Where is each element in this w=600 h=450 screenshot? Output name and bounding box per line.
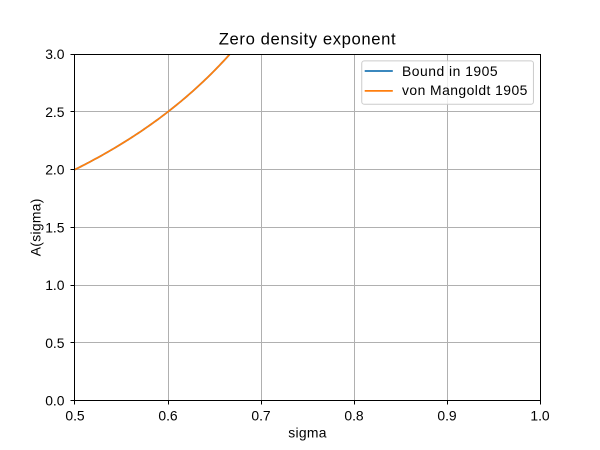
svg-text:Bound in 1905: Bound in 1905 [402, 63, 498, 79]
svg-text:0.0: 0.0 [45, 393, 65, 409]
svg-text:Zero density exponent: Zero density exponent [219, 30, 396, 49]
svg-text:von Mangoldt 1905: von Mangoldt 1905 [402, 82, 528, 98]
svg-text:3.0: 3.0 [45, 46, 65, 62]
svg-text:2.0: 2.0 [45, 162, 65, 178]
svg-text:1.5: 1.5 [45, 219, 65, 235]
svg-text:2.5: 2.5 [45, 104, 65, 120]
svg-text:1.0: 1.0 [530, 407, 550, 423]
svg-text:0.9: 0.9 [437, 407, 457, 423]
svg-text:0.8: 0.8 [344, 407, 364, 423]
svg-text:0.7: 0.7 [251, 407, 271, 423]
svg-text:1.0: 1.0 [45, 277, 65, 293]
svg-text:A(sigma): A(sigma) [27, 198, 43, 256]
svg-text:sigma: sigma [288, 425, 327, 441]
svg-text:0.5: 0.5 [45, 335, 65, 351]
svg-text:0.6: 0.6 [158, 407, 178, 423]
svg-text:0.5: 0.5 [65, 407, 85, 423]
